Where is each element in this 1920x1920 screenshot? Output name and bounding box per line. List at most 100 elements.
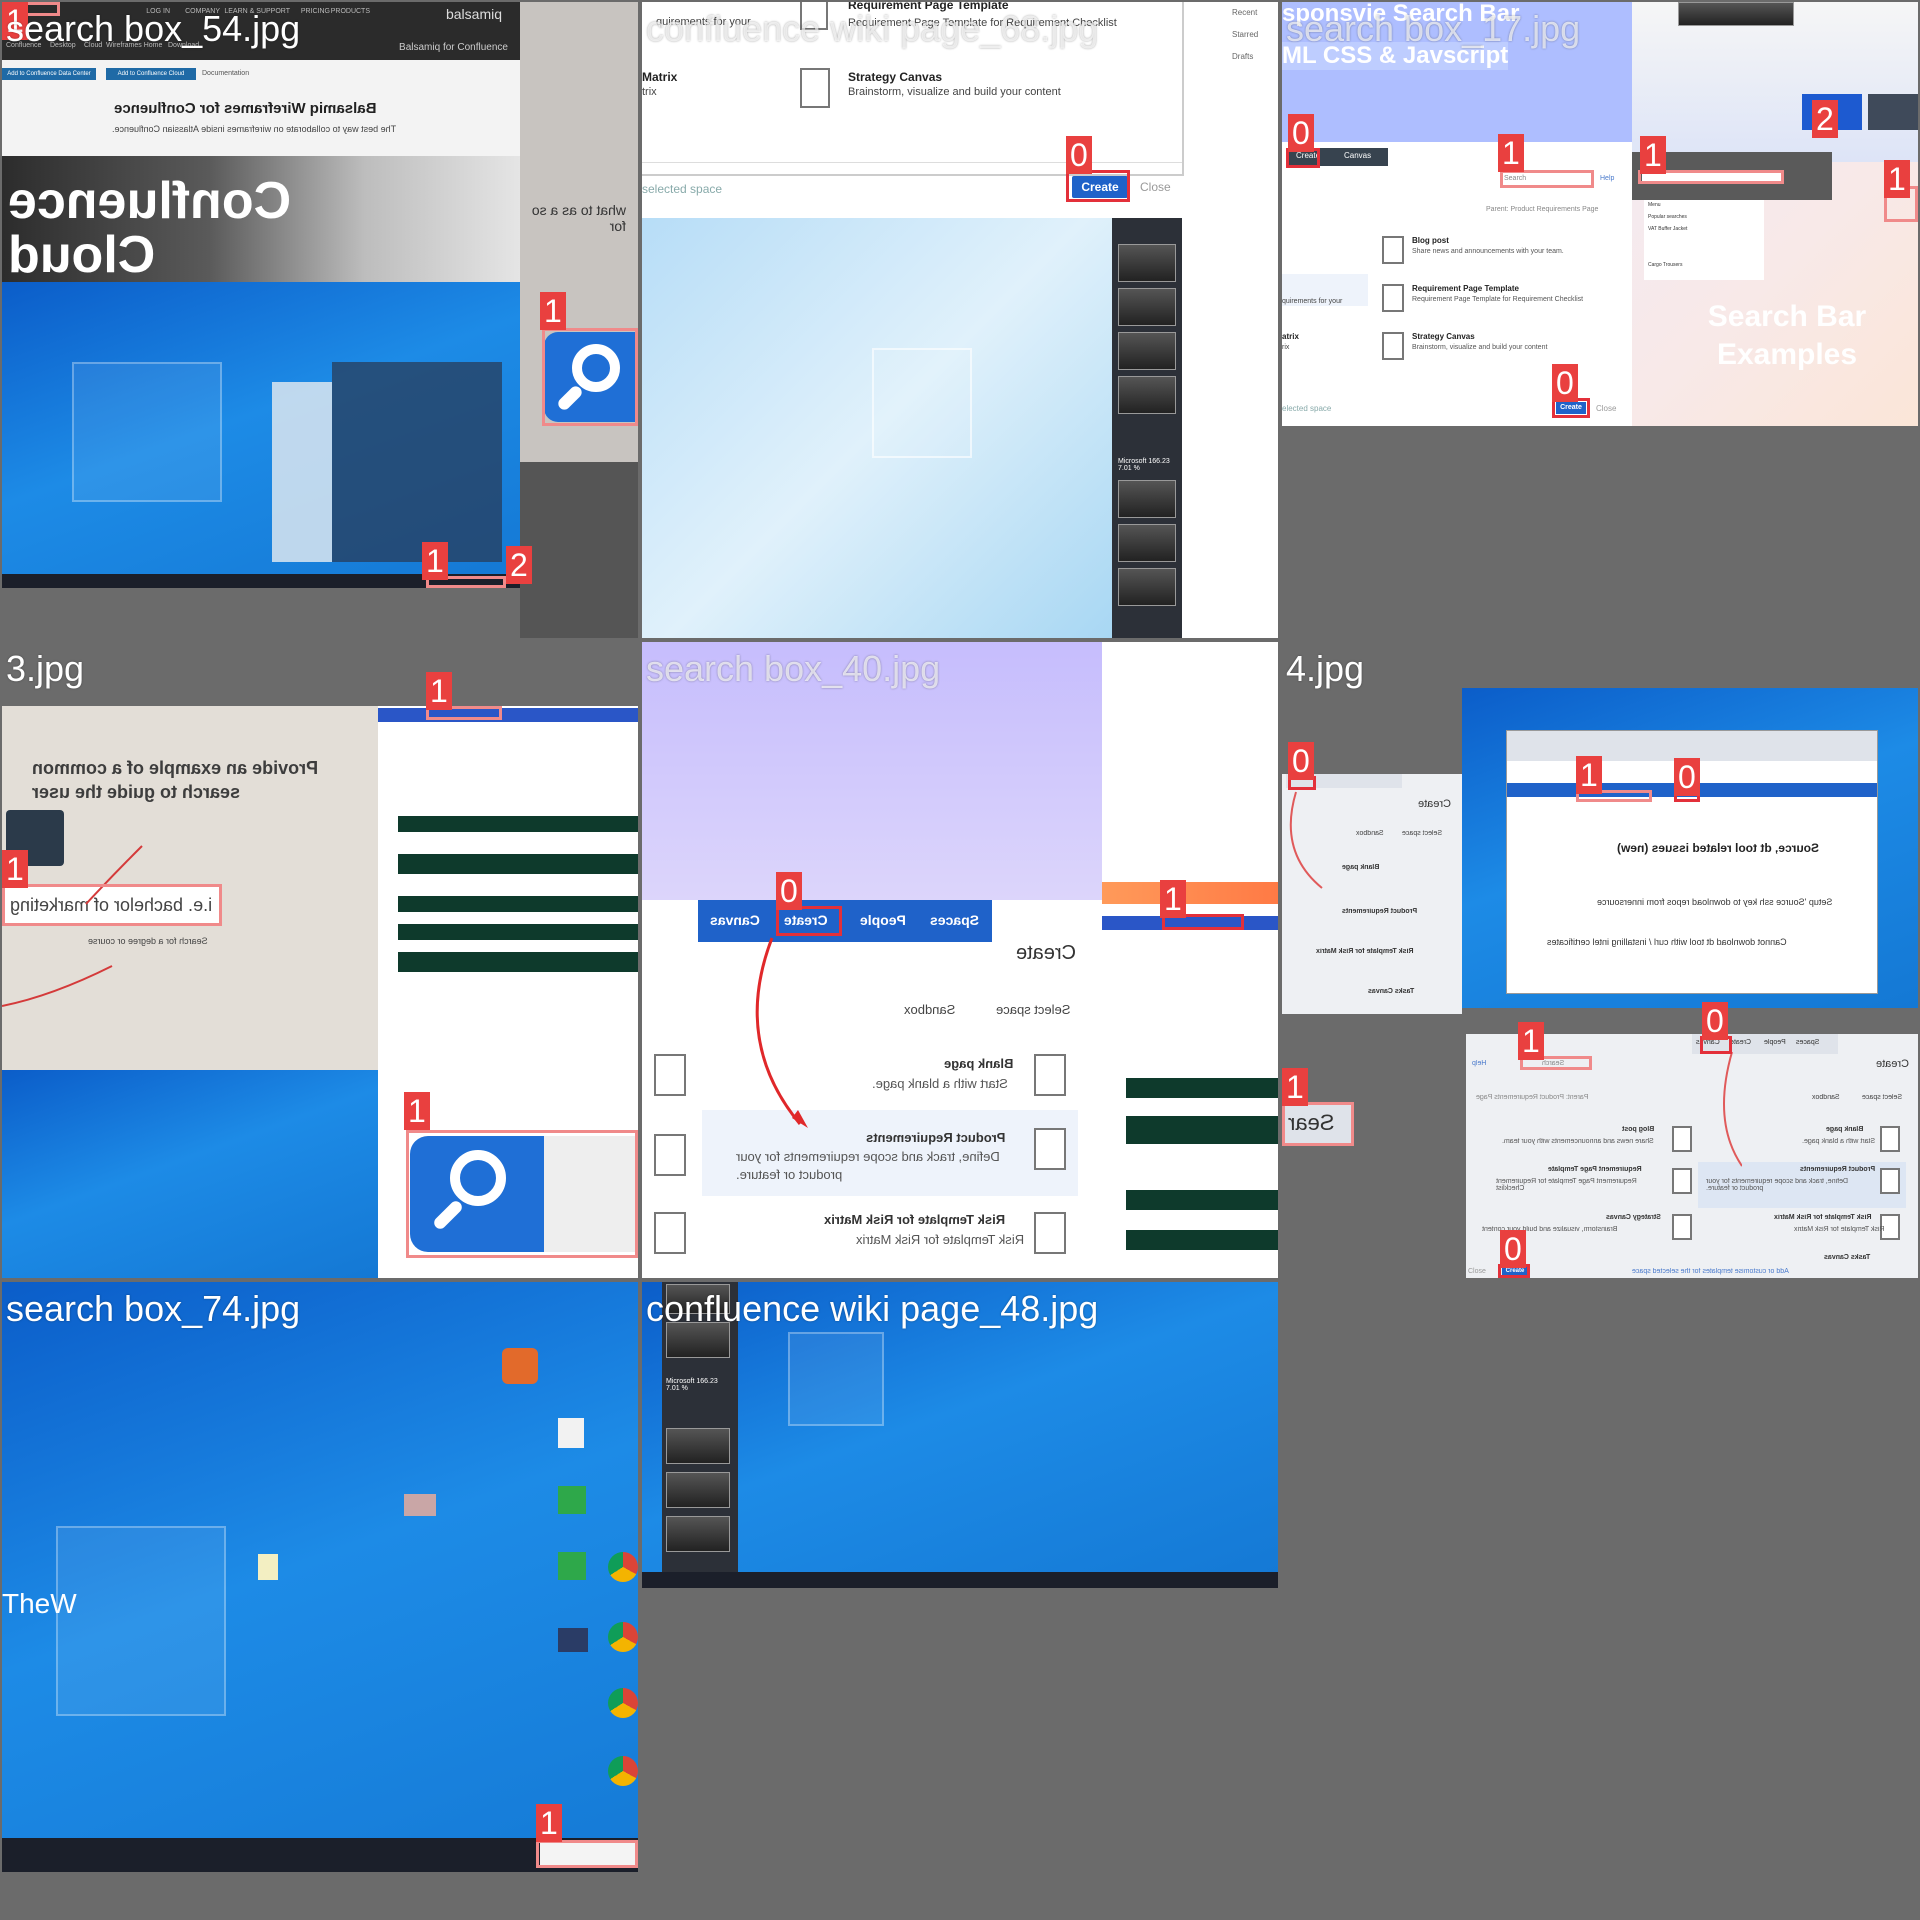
desktop-icon-2[interactable] xyxy=(558,1418,584,1448)
dropdown-item-jacket[interactable]: VAT Buffer Jacket xyxy=(1648,226,1688,232)
thumb-1 xyxy=(666,1284,730,1314)
tile-search-box-17: sponsvie Search Bar ML CSS & Javscript C… xyxy=(1282,2,1918,638)
item-strategy-title[interactable]: Strategy Canvas xyxy=(1606,1214,1661,1221)
desktop-icon-7[interactable] xyxy=(558,1628,588,1652)
dialog-divider xyxy=(642,162,1182,163)
search-demo-input[interactable] xyxy=(1642,172,1782,182)
search-button[interactable] xyxy=(410,1136,544,1252)
help-text[interactable]: Help xyxy=(1472,1060,1487,1067)
desktop-icon-3[interactable] xyxy=(404,1494,436,1516)
content-bar-5 xyxy=(398,952,638,972)
add-to-cloud-button[interactable]: Add to Confluence Cloud xyxy=(106,68,196,80)
left-product-title: Product Requirements xyxy=(1342,908,1418,915)
chrome-icon-2[interactable] xyxy=(608,1622,638,1652)
degree-search-input[interactable]: i.e. bachelor of marketing xyxy=(4,886,220,924)
space-value[interactable]: Sandbox xyxy=(904,1002,956,1017)
chrome-icon-4[interactable] xyxy=(608,1756,638,1786)
menu-drafts[interactable]: Drafts xyxy=(1232,52,1254,61)
box-search-input xyxy=(1500,170,1594,188)
item-product-title[interactable]: Product Requirements xyxy=(866,1130,1006,1145)
risk-icon xyxy=(1880,1214,1900,1240)
tile-title: 4.jpg xyxy=(1286,648,1365,689)
desktop-icon-5[interactable] xyxy=(258,1554,278,1580)
item-blog-title[interactable]: Blog post xyxy=(1412,236,1449,245)
desktop-icon-1[interactable] xyxy=(502,1348,538,1384)
heading-line-2: ML CSS & Javscript xyxy=(1282,42,1509,70)
desktop-logo-text: TheW xyxy=(2,1588,77,1619)
content-bar-4 xyxy=(398,924,638,940)
nav-canvas[interactable]: Canvas xyxy=(1344,151,1372,160)
label-0-panel-create-bottom: 0 xyxy=(1500,1230,1526,1268)
label-0-panel-create: 0 xyxy=(1702,1002,1728,1040)
item-strategy-title[interactable]: Strategy Canvas xyxy=(848,70,943,84)
panel-nav: Spaces People Create Canvas xyxy=(1692,1034,1838,1054)
item-tasks-title[interactable]: Tasks Canvas xyxy=(1824,1254,1871,1261)
sub-nav-confluence[interactable]: Confluence xyxy=(6,42,42,49)
nav-spaces[interactable]: Spaces xyxy=(930,912,980,928)
nav-spaces[interactable]: Spaces xyxy=(1796,1039,1820,1046)
help-link[interactable]: Help xyxy=(1600,175,1615,182)
nav-people[interactable]: People xyxy=(1764,1039,1786,1046)
nav-create[interactable]: Create xyxy=(1296,151,1321,160)
menu-recent[interactable]: Recent xyxy=(1232,8,1258,17)
item-blog-title[interactable]: Blog post xyxy=(1622,1126,1655,1133)
sub-nav-wireframes[interactable]: Wireframes Home xyxy=(106,42,163,49)
search-button-crop[interactable] xyxy=(544,332,638,422)
top-nav-learn[interactable]: LEARN & SUPPORT xyxy=(224,8,290,15)
top-nav-login[interactable]: LOG IN xyxy=(146,8,170,15)
close-link[interactable]: Close xyxy=(1468,1268,1486,1275)
menu-starred[interactable]: Starred xyxy=(1232,30,1259,39)
desktop-icon-4[interactable] xyxy=(558,1486,586,1514)
dropdown-popular[interactable]: Popular searches xyxy=(1648,214,1687,220)
search-field[interactable] xyxy=(544,1136,638,1252)
create-panel-left: Create Select space Sandbox Blank page P… xyxy=(1282,774,1462,1014)
item-requirement-title[interactable]: Requirement Page Template xyxy=(1548,1166,1642,1173)
search-input[interactable]: Search xyxy=(1504,175,1527,182)
item-blank-title[interactable]: Blank page xyxy=(1826,1126,1864,1133)
create-button[interactable]: Create xyxy=(1072,176,1128,198)
create-button[interactable]: Create xyxy=(1502,1266,1528,1276)
sub-nav-desktop[interactable]: Desktop xyxy=(50,42,76,49)
nav-people[interactable]: People xyxy=(860,912,906,928)
close-button[interactable]: Close xyxy=(1596,404,1617,413)
item-risk-title[interactable]: Risk Template for Risk Matrix xyxy=(824,1212,1006,1227)
windows-logo xyxy=(872,348,972,458)
close-button[interactable]: Close xyxy=(1140,180,1171,194)
tile-search-box-74: TheW 1 search box_74.jpg xyxy=(2,1282,638,1918)
item-blank-title[interactable]: Blank page xyxy=(944,1056,1014,1071)
sub-nav-download[interactable]: Download xyxy=(168,42,200,49)
item-risk-title[interactable]: Risk Template for Risk Matrix xyxy=(1774,1214,1872,1221)
chrome-icon-1[interactable] xyxy=(608,1552,638,1582)
chrome-icon-3[interactable] xyxy=(608,1688,638,1718)
dropdown-menu[interactable]: Menu xyxy=(1648,202,1661,208)
create-button[interactable]: Create xyxy=(1556,402,1586,414)
documentation-link[interactable]: Documentation xyxy=(202,70,250,77)
label-0-nav-create: 0 xyxy=(1288,114,1314,152)
product-requirements-icon xyxy=(1880,1168,1900,1194)
browser-toolbar xyxy=(1507,731,1877,761)
item-product-title[interactable]: Product Requirements xyxy=(1800,1166,1876,1173)
desktop-icon-6[interactable] xyxy=(558,1552,586,1580)
tile-title: search box_74.jpg xyxy=(6,1288,301,1329)
search-crop[interactable]: Sear xyxy=(1284,1104,1352,1144)
box-taskbar-search xyxy=(536,1840,638,1868)
item-requirement-title[interactable]: Requirement Page Template xyxy=(1412,284,1519,293)
hero-text: Confluence Cloud xyxy=(8,172,291,284)
top-nav-products[interactable]: PRODUCTS xyxy=(330,8,370,15)
item-strategy-title[interactable]: Strategy Canvas xyxy=(1412,332,1475,341)
nav-canvas[interactable]: Canvas xyxy=(710,912,760,928)
label-1-taskbar: 1 xyxy=(422,542,448,580)
item-requirement-title[interactable]: Requirement Page Template xyxy=(848,2,1009,12)
add-to-dc-button[interactable]: Add to Confluence Data Center xyxy=(2,68,96,80)
item-product-desc: Define, track and scope requirements for… xyxy=(1706,1178,1849,1192)
left-blank-title: Blank page xyxy=(1342,864,1380,871)
form-panel: Provide an example of a common search to… xyxy=(2,706,378,1070)
top-nav-pricing[interactable]: PRICING xyxy=(300,8,330,15)
promo-header: sponsvie Search Bar ML CSS & Javscript xyxy=(1282,2,1632,142)
taskbar-search[interactable] xyxy=(540,1842,636,1866)
dropdown-item-trousers[interactable]: Cargo Trousers xyxy=(1648,262,1683,268)
thumbnail-strip: Microsoft 166.23 7.01 % xyxy=(1112,218,1182,638)
top-nav-company[interactable]: COMPANY xyxy=(185,8,220,15)
left-icon-2 xyxy=(654,1134,686,1176)
sub-nav-cloud[interactable]: Cloud xyxy=(84,42,103,49)
